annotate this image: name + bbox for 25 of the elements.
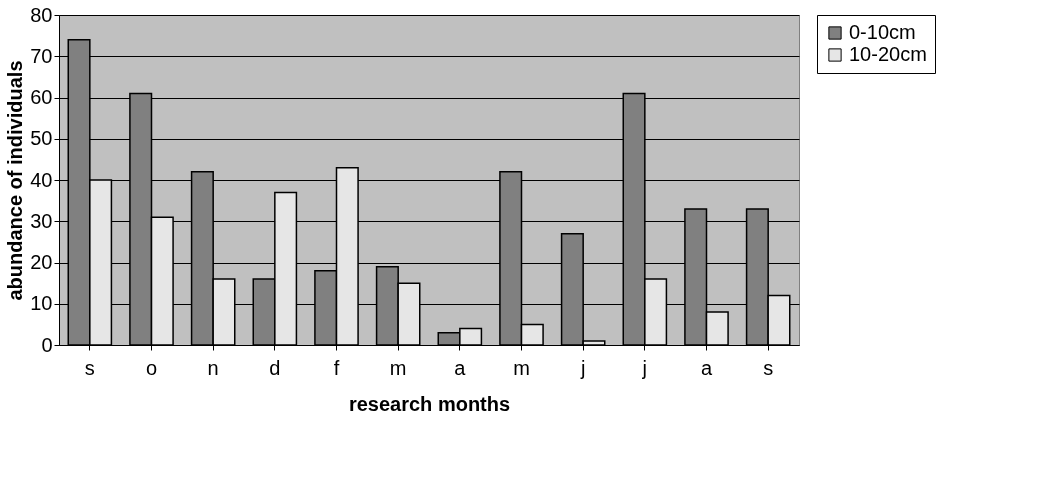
x-tick-label: o <box>145 356 158 379</box>
x-tick-label: m <box>389 356 407 379</box>
y-tick-label: 0 <box>41 333 53 356</box>
x-tick-label: s <box>84 356 95 379</box>
y-tick-label: 70 <box>30 44 53 67</box>
x-tick-label: m <box>513 356 530 379</box>
x-tick-label: n <box>207 356 219 379</box>
x-tick-label: s <box>763 356 774 379</box>
y-tick-label: 80 <box>30 3 53 26</box>
x-tick-label: a <box>454 356 467 379</box>
x-tick-label: j <box>641 356 648 379</box>
y-tick-label: 10 <box>30 292 53 315</box>
y-tick-label: 50 <box>30 127 53 150</box>
x-axis-title: research months <box>348 392 511 415</box>
x-tick-label: d <box>269 356 281 379</box>
legend-label: 10-20cm <box>849 43 927 65</box>
x-tick-label: j <box>579 356 586 379</box>
y-tick-label: 60 <box>30 86 53 108</box>
legend-label: 0-10cm <box>849 21 916 43</box>
x-tick-label: f <box>333 356 340 379</box>
y-tick-label: 30 <box>30 209 53 232</box>
y-tick-label: 20 <box>30 251 53 273</box>
y-axis-title: abundance of individuals <box>4 60 27 301</box>
y-tick-label: 40 <box>30 168 53 191</box>
x-tick-label: a <box>700 356 713 379</box>
